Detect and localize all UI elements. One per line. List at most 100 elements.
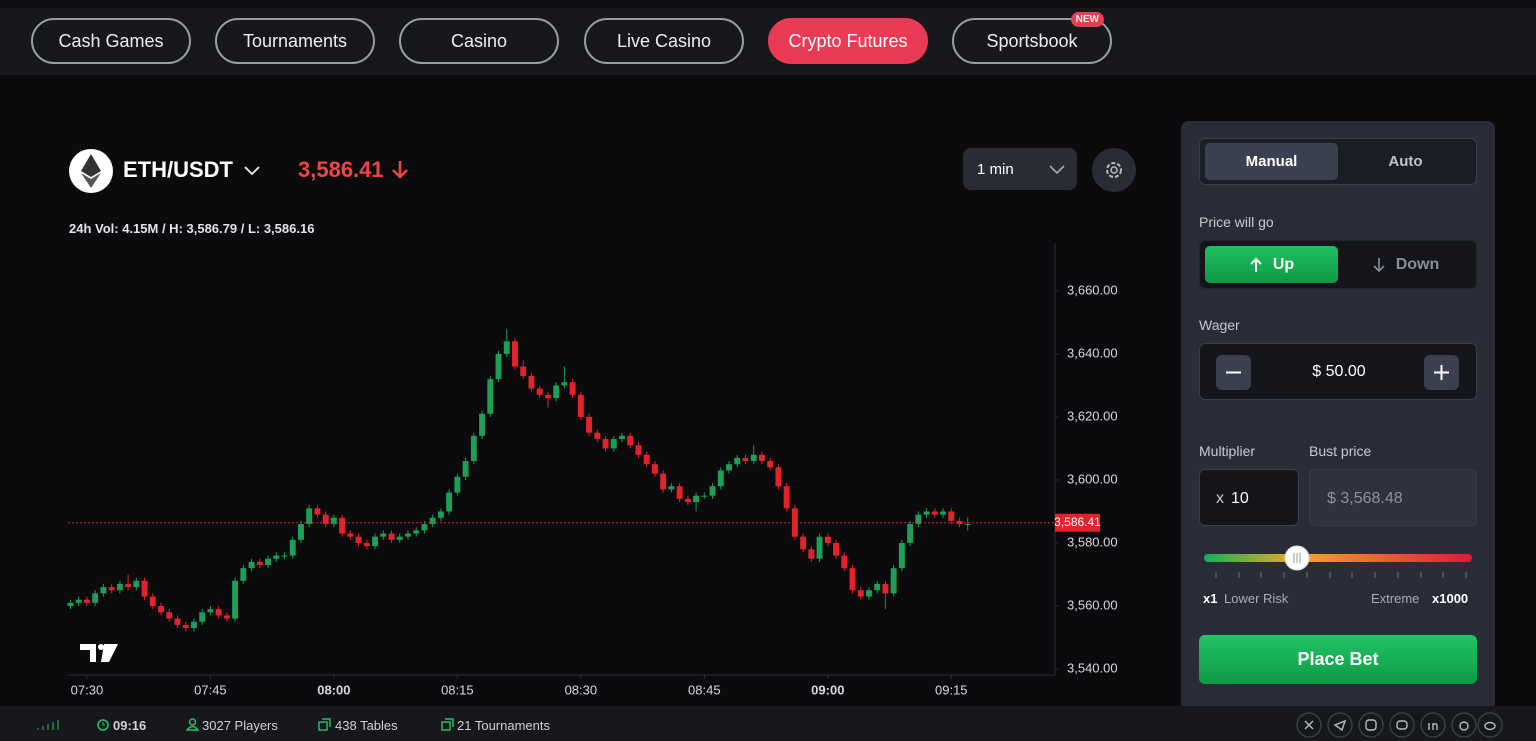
social-icon[interactable]: [1358, 712, 1384, 738]
candle-body: [833, 542, 839, 556]
candle-body: [199, 612, 206, 622]
settings-button[interactable]: [1091, 147, 1137, 193]
multiplier-box[interactable]: x 10: [1199, 469, 1299, 526]
candle-body: [174, 618, 181, 625]
social-icon[interactable]: [1327, 712, 1353, 738]
eth-icon: [69, 149, 113, 193]
logo-shape: [98, 644, 104, 650]
candle-body: [594, 432, 601, 439]
multiplier-label: Multiplier: [1199, 443, 1256, 459]
arrow: [1373, 257, 1385, 272]
candle-body: [100, 587, 107, 594]
candle-body: [651, 464, 658, 474]
players-icon: [186, 718, 199, 731]
candle-body: [940, 511, 947, 515]
candle-body: [660, 473, 667, 490]
tab-text: Sportsbook: [986, 30, 1078, 51]
icon-shape: [441, 721, 451, 731]
candle-body: [717, 470, 724, 487]
price-down-arrow: [392, 161, 408, 179]
social-icon[interactable]: [1389, 712, 1415, 738]
icon-glyph: [1365, 719, 1377, 731]
up-button[interactable]: Up: [1205, 246, 1338, 283]
nav-tab[interactable]: Tournaments: [215, 18, 375, 64]
tournaments: 21 Tournaments: [457, 718, 550, 733]
social-icon[interactable]: [1451, 712, 1477, 738]
candle-body: [487, 379, 494, 414]
candle-body: [668, 486, 675, 490]
nav-tab[interactable]: Casino: [399, 18, 559, 64]
wager-box: $ 50.00: [1199, 343, 1477, 400]
tables: 438 Tables: [335, 718, 398, 733]
candle-body: [775, 467, 782, 487]
down-button[interactable]: Down: [1339, 246, 1472, 283]
icon-shape: [322, 718, 331, 727]
icon-shape: [318, 721, 328, 731]
candle-body: [627, 435, 634, 446]
social-icon[interactable]: [1420, 712, 1446, 738]
candle-body: [684, 498, 691, 503]
clock-icon: [97, 719, 109, 731]
candle-body: [610, 438, 617, 449]
y-tick-label: 3,600.00: [1067, 471, 1118, 486]
plus-button[interactable]: [1424, 355, 1459, 390]
candle-body: [742, 457, 749, 462]
wager[interactable]: $ 50.00: [1312, 363, 1366, 380]
arrow: [1250, 257, 1262, 272]
candle-body: [339, 517, 346, 534]
icon-line: [1434, 365, 1449, 380]
candle-body: [380, 533, 387, 537]
minus-button[interactable]: [1216, 355, 1251, 390]
icon-glyph: [1396, 720, 1408, 730]
candle-body: [223, 615, 230, 619]
icon-shape: [102, 722, 105, 726]
candle-body: [273, 555, 280, 559]
candle-body: [470, 435, 477, 462]
risk-slider[interactable]: [1199, 544, 1479, 584]
candle-body: [693, 495, 700, 503]
chevron-line: [1049, 165, 1065, 175]
nav-bar: Cash Games Tournaments Casino Live Casin…: [0, 0, 1536, 75]
candle-body: [791, 508, 798, 537]
up-arrow: [1250, 257, 1262, 272]
candle-body: [512, 341, 518, 367]
place-bet-button[interactable]: Place Bet: [1199, 635, 1477, 684]
candle-body: [676, 486, 683, 499]
status-bar: 09:16 3027 Players 438 Tables 21 Tournam…: [0, 706, 1536, 741]
thumb-grip: [1293, 553, 1301, 563]
nav-tab[interactable]: Sportsbook NEW: [952, 12, 1112, 64]
pair[interactable]: ETH/USDT: [123, 157, 233, 182]
candle-body: [330, 517, 337, 525]
candle-body: [874, 583, 881, 591]
mode-tab[interactable]: Auto: [1388, 153, 1423, 170]
chevron[interactable]: [242, 162, 262, 178]
candle-body: [635, 445, 642, 455]
icon-glyph: [1304, 720, 1314, 730]
y-tick-label: 3,540.00: [1067, 660, 1118, 675]
social-icon[interactable]: [1296, 712, 1322, 738]
icon-glyph: [1333, 719, 1347, 732]
down-text: Down: [1395, 255, 1440, 273]
icon-bars: [37, 720, 59, 730]
nav-tab-active[interactable]: Crypto Futures: [768, 18, 928, 64]
candle-body: [923, 511, 930, 515]
social-links: [1296, 712, 1503, 738]
candle-body: [783, 486, 790, 509]
candle-body: [520, 366, 527, 376]
nav-tab[interactable]: Cash Games: [31, 18, 191, 64]
risk-max-label: Extreme: [1371, 591, 1420, 606]
candle-body: [322, 514, 329, 525]
interval-select[interactable]: 1 min: [963, 148, 1077, 190]
nav-tab[interactable]: Live Casino: [584, 18, 744, 64]
candle-body: [182, 624, 189, 629]
risk-max: x1000: [1432, 591, 1469, 606]
bust-label: Bust price: [1309, 443, 1372, 459]
social-icon[interactable]: [1477, 712, 1503, 738]
new-badge: NEW: [1070, 12, 1104, 27]
candle-body: [289, 539, 296, 556]
chevron-line: [244, 166, 260, 176]
candle-body: [495, 353, 502, 380]
mode-tab-active[interactable]: Manual: [1205, 143, 1338, 180]
candle-body: [429, 517, 436, 525]
candle-body: [841, 555, 848, 569]
